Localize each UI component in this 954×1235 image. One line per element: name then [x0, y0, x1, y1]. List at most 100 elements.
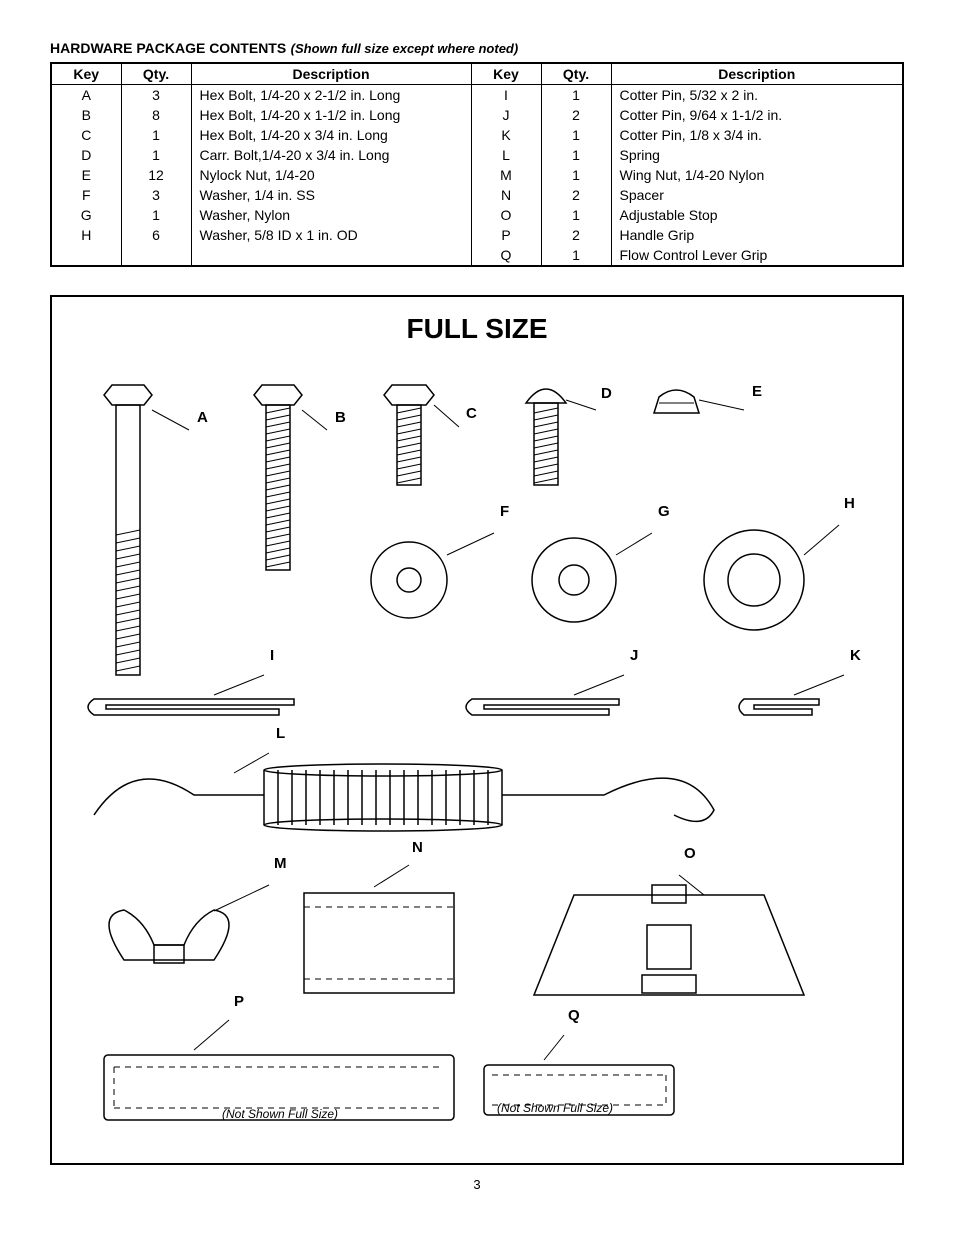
label-d: D	[601, 385, 612, 402]
th-key-r: Key	[471, 63, 541, 85]
cell-key: E	[51, 165, 121, 185]
page-number: 3	[50, 1177, 904, 1192]
cell-key: C	[51, 125, 121, 145]
cell-qty: 1	[541, 245, 611, 266]
table-row: B8Hex Bolt, 1/4-20 x 1-1/2 in. LongJ2Cot…	[51, 105, 903, 125]
nut-e-icon	[654, 390, 744, 413]
label-j: J	[630, 647, 638, 664]
cell-key: A	[51, 85, 121, 106]
spacer-n-icon	[304, 865, 454, 993]
diagram-container: FULL SIZE	[50, 295, 904, 1165]
th-desc-l: Description	[191, 63, 471, 85]
cell-qty	[121, 245, 191, 266]
page-title-row: HARDWARE PACKAGE CONTENTS (Shown full si…	[50, 40, 904, 58]
title-main: HARDWARE PACKAGE CONTENTS	[50, 40, 286, 56]
cell-qty: 1	[541, 145, 611, 165]
table-row: A3Hex Bolt, 1/4-20 x 2-1/2 in. LongI1Cot…	[51, 85, 903, 106]
label-b: B	[335, 409, 346, 426]
cell-key: D	[51, 145, 121, 165]
cell-desc: Washer, Nylon	[191, 205, 471, 225]
label-q: Q	[568, 1007, 580, 1024]
cell-key: J	[471, 105, 541, 125]
label-c: C	[466, 405, 477, 422]
bolt-b-icon	[254, 385, 327, 570]
cell-qty: 1	[541, 205, 611, 225]
cell-desc: Cotter Pin, 5/32 x 2 in.	[611, 85, 903, 106]
table-row: F3Washer, 1/4 in. SSN2Spacer	[51, 185, 903, 205]
cell-qty: 1	[121, 205, 191, 225]
note-p-nfs: (Not Shown Full Size)	[222, 1107, 338, 1121]
cell-qty: 3	[121, 185, 191, 205]
adjstop-o-icon	[534, 875, 804, 995]
cell-key: P	[471, 225, 541, 245]
cell-qty: 1	[541, 165, 611, 185]
cell-qty: 8	[121, 105, 191, 125]
cotterpin-i-icon	[88, 675, 294, 715]
cell-key: H	[51, 225, 121, 245]
cell-desc: Cotter Pin, 9/64 x 1-1/2 in.	[611, 105, 903, 125]
cell-key: L	[471, 145, 541, 165]
th-desc-r: Description	[611, 63, 903, 85]
label-f: F	[500, 503, 509, 520]
washer-f-icon	[371, 533, 494, 618]
cell-desc: Flow Control Lever Grip	[611, 245, 903, 266]
table-row: G1Washer, NylonO1Adjustable Stop	[51, 205, 903, 225]
label-a: A	[197, 409, 208, 426]
cell-key: M	[471, 165, 541, 185]
cell-qty: 12	[121, 165, 191, 185]
cell-key: B	[51, 105, 121, 125]
cell-qty: 6	[121, 225, 191, 245]
cell-qty: 2	[541, 185, 611, 205]
cell-desc: Washer, 5/8 ID x 1 in. OD	[191, 225, 471, 245]
cotterpin-k-icon	[739, 675, 844, 715]
bolt-d-icon	[526, 389, 596, 485]
label-g: G	[658, 503, 670, 520]
note-q-nfs: (Not Shown Full Size)	[497, 1101, 613, 1115]
cell-desc: Adjustable Stop	[611, 205, 903, 225]
washer-g-icon	[532, 533, 652, 622]
cell-desc: Spacer	[611, 185, 903, 205]
cell-qty: 1	[121, 125, 191, 145]
cell-desc: Carr. Bolt,1/4-20 x 3/4 in. Long	[191, 145, 471, 165]
cell-key: I	[471, 85, 541, 106]
cell-key: Q	[471, 245, 541, 266]
table-row: E12Nylock Nut, 1/4-20M1Wing Nut, 1/4-20 …	[51, 165, 903, 185]
cell-key	[51, 245, 121, 266]
table-row: H6Washer, 5/8 ID x 1 in. ODP2Handle Grip	[51, 225, 903, 245]
th-key-l: Key	[51, 63, 121, 85]
label-i: I	[270, 647, 274, 664]
th-qty-l: Qty.	[121, 63, 191, 85]
cell-desc: Cotter Pin, 1/8 x 3/4 in.	[611, 125, 903, 145]
label-m: M	[274, 855, 287, 872]
label-n: N	[412, 839, 423, 856]
cell-desc: Handle Grip	[611, 225, 903, 245]
cell-key: F	[51, 185, 121, 205]
cell-desc: Nylock Nut, 1/4-20	[191, 165, 471, 185]
label-l: L	[276, 725, 285, 742]
cell-desc: Hex Bolt, 1/4-20 x 2-1/2 in. Long	[191, 85, 471, 106]
cell-key: K	[471, 125, 541, 145]
label-e: E	[752, 383, 762, 400]
cell-qty: 3	[121, 85, 191, 106]
handlegrip-p-icon	[104, 1020, 454, 1120]
hardware-diagram	[64, 355, 894, 1165]
table-row: C1Hex Bolt, 1/4-20 x 3/4 in. LongK1Cotte…	[51, 125, 903, 145]
cell-qty: 2	[541, 105, 611, 125]
cell-qty: 2	[541, 225, 611, 245]
washer-h-icon	[704, 525, 839, 630]
cell-key: O	[471, 205, 541, 225]
label-p: P	[234, 993, 244, 1010]
label-k: K	[850, 647, 861, 664]
cell-desc: Hex Bolt, 1/4-20 x 1-1/2 in. Long	[191, 105, 471, 125]
label-h: H	[844, 495, 855, 512]
title-note: (Shown full size except where noted)	[291, 41, 519, 56]
cell-desc: Washer, 1/4 in. SS	[191, 185, 471, 205]
cell-qty: 1	[121, 145, 191, 165]
cell-desc	[191, 245, 471, 266]
wingnut-m-icon	[109, 885, 269, 963]
cell-key: N	[471, 185, 541, 205]
cell-key: G	[51, 205, 121, 225]
bolt-c-icon	[384, 385, 459, 485]
cell-desc: Hex Bolt, 1/4-20 x 3/4 in. Long	[191, 125, 471, 145]
hardware-table: Key Qty. Description Key Qty. Descriptio…	[50, 62, 904, 267]
